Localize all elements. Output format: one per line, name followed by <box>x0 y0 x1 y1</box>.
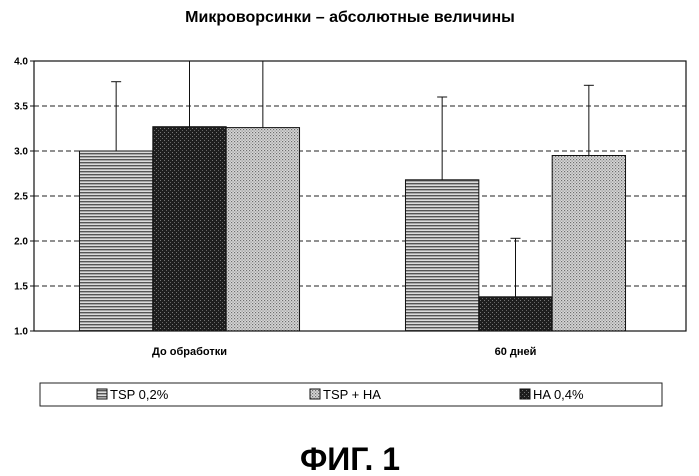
y-tick-label: 1.5 <box>14 282 28 293</box>
legend: TSP 0,2% TSP + HA HA 0,4% <box>40 383 662 406</box>
bar-1-2 <box>552 156 625 332</box>
legend-swatch-1 <box>520 389 530 399</box>
x-category-label: 60 дней <box>495 346 537 358</box>
bar-1-0 <box>405 180 478 331</box>
y-tick-label: 2.0 <box>14 237 28 248</box>
x-axis-categories: До обработки 60 дней <box>152 346 536 358</box>
x-category-label: До обработки <box>152 346 227 358</box>
bar-0-1 <box>153 127 226 331</box>
y-tick-label: 1.0 <box>14 327 28 338</box>
y-axis-ticks: 1.0 1.5 2.0 2.5 3.0 3.5 4.0 <box>14 57 34 338</box>
chart-title: Микроворсинки – абсолютные величины <box>185 9 515 26</box>
bars <box>79 127 625 331</box>
y-tick-label: 4.0 <box>14 57 28 68</box>
legend-label-1: HA 0,4% <box>533 387 584 402</box>
y-tick-label: 2.5 <box>14 192 28 203</box>
legend-swatch-2 <box>310 389 320 399</box>
bar-0-0 <box>79 151 152 331</box>
y-tick-label: 3.0 <box>14 147 28 158</box>
legend-label-2: TSP + HA <box>323 387 381 402</box>
figure-caption: ФИГ. 1 <box>300 441 400 476</box>
y-tick-label: 3.5 <box>14 102 28 113</box>
bar-1-1 <box>479 297 552 331</box>
bar-0-2 <box>226 128 299 331</box>
legend-swatch-0 <box>97 389 107 399</box>
legend-label-0: TSP 0,2% <box>110 387 169 402</box>
